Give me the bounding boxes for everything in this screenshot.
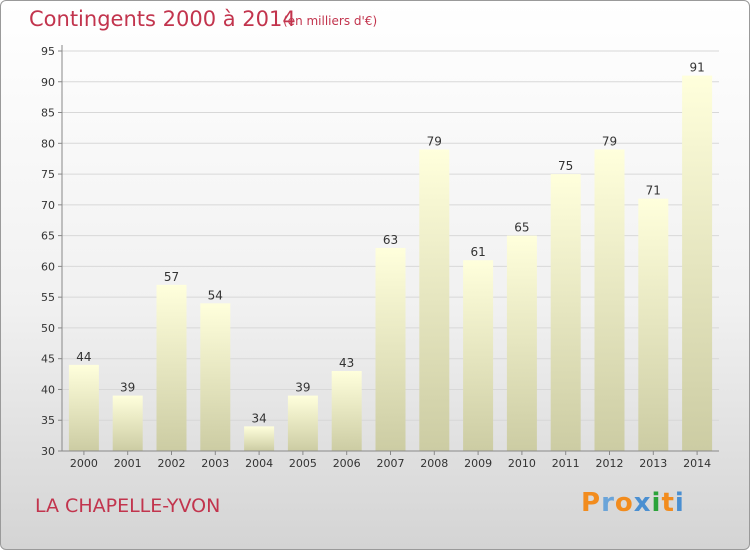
y-tick-label: 60 bbox=[41, 260, 55, 273]
y-tick-label: 45 bbox=[41, 353, 55, 366]
x-tick-label: 2000 bbox=[70, 457, 98, 470]
y-tick-label: 70 bbox=[41, 199, 55, 212]
y-tick-label: 95 bbox=[41, 45, 55, 58]
logo-letter: P bbox=[581, 488, 602, 518]
data-label: 39 bbox=[120, 381, 135, 395]
x-tick-label: 2002 bbox=[158, 457, 186, 470]
bar bbox=[244, 426, 275, 451]
x-tick-label: 2006 bbox=[333, 457, 361, 470]
data-label: 39 bbox=[295, 381, 310, 395]
logo-letter: t bbox=[661, 488, 675, 518]
axes bbox=[58, 45, 719, 455]
x-tick-label: 2012 bbox=[596, 457, 624, 470]
bar bbox=[68, 364, 99, 451]
bar bbox=[287, 395, 318, 451]
data-label: 43 bbox=[339, 356, 354, 370]
bar bbox=[638, 198, 669, 451]
logo-letter: r bbox=[601, 488, 615, 518]
data-label: 57 bbox=[164, 270, 179, 284]
bar bbox=[112, 395, 143, 451]
data-label: 44 bbox=[76, 350, 91, 364]
labels: 30 35 40 45 50 55 60 65 70 75 80 85 90 95 44 2000 39 2001… bbox=[41, 45, 711, 470]
data-label: 34 bbox=[251, 411, 266, 425]
x-tick-label: 2013 bbox=[639, 457, 667, 470]
data-label: 91 bbox=[689, 61, 704, 75]
logo-letter: x bbox=[633, 488, 652, 518]
place-name: LA CHAPELLE-YVON bbox=[35, 495, 221, 517]
bars bbox=[68, 75, 713, 452]
data-label: 63 bbox=[383, 233, 398, 247]
y-tick-label: 40 bbox=[41, 383, 55, 396]
data-label: 61 bbox=[470, 245, 485, 259]
x-tick-label: 2010 bbox=[508, 457, 536, 470]
x-tick-label: 2011 bbox=[552, 457, 580, 470]
x-tick-label: 2008 bbox=[420, 457, 448, 470]
y-tick-label: 65 bbox=[41, 230, 55, 243]
data-label: 54 bbox=[208, 288, 223, 302]
bar bbox=[682, 75, 713, 451]
chart-title: Contingents 2000 à 2014 bbox=[29, 7, 296, 31]
y-tick-label: 50 bbox=[41, 322, 55, 335]
bar bbox=[200, 303, 231, 451]
x-tick-label: 2009 bbox=[464, 457, 492, 470]
y-tick-label: 80 bbox=[41, 137, 55, 150]
bar bbox=[550, 174, 581, 452]
y-tick-label: 90 bbox=[41, 76, 55, 89]
bar bbox=[375, 247, 406, 451]
x-tick-label: 2003 bbox=[201, 457, 229, 470]
y-tick-label: 35 bbox=[41, 414, 55, 427]
bar bbox=[594, 149, 625, 451]
x-tick-label: 2001 bbox=[114, 457, 142, 470]
bar bbox=[156, 284, 187, 451]
bar bbox=[331, 371, 362, 451]
logo-letter: o bbox=[614, 488, 634, 518]
y-tick-label: 75 bbox=[41, 168, 55, 181]
y-tick-label: 85 bbox=[41, 107, 55, 120]
data-label: 71 bbox=[646, 184, 661, 198]
bar bbox=[463, 260, 494, 451]
proxiti-logo: Proxiti bbox=[581, 488, 685, 518]
y-tick-label: 30 bbox=[41, 445, 55, 458]
data-label: 65 bbox=[514, 221, 529, 235]
y-tick-label: 55 bbox=[41, 291, 55, 304]
data-label: 75 bbox=[558, 159, 573, 173]
bar bbox=[506, 235, 537, 451]
chart-subtitle: (en milliers d'€) bbox=[283, 14, 378, 28]
x-tick-label: 2014 bbox=[683, 457, 711, 470]
logo-letter: i bbox=[651, 488, 662, 518]
bar bbox=[419, 149, 450, 451]
x-tick-label: 2007 bbox=[377, 457, 405, 470]
data-label: 79 bbox=[602, 134, 617, 148]
x-tick-label: 2005 bbox=[289, 457, 317, 470]
data-label: 79 bbox=[427, 134, 442, 148]
x-tick-label: 2004 bbox=[245, 457, 273, 470]
logo-letter: i bbox=[674, 488, 685, 518]
